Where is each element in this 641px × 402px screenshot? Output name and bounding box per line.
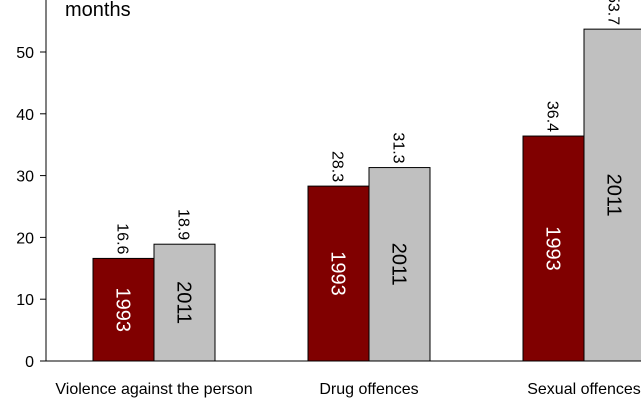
bar-2011-1 bbox=[368, 167, 431, 362]
bar-2011-2 bbox=[583, 28, 641, 362]
bars-group: 16.6 1993 18.9 2011 28.3 1993 31.3 2011 36.4 1993… bbox=[92, 0, 641, 362]
y-tick-label: 40 bbox=[16, 107, 34, 124]
value-label: 28.3 bbox=[329, 151, 346, 182]
bar-series-label: 1993 bbox=[542, 226, 564, 270]
value-label: 36.4 bbox=[544, 101, 561, 132]
y-tick-label: 10 bbox=[16, 292, 34, 309]
value-label: 18.9 bbox=[175, 209, 192, 240]
value-label: 16.6 bbox=[114, 223, 131, 254]
bar-2011-0 bbox=[153, 243, 216, 362]
bar-1993-0 bbox=[92, 257, 155, 362]
bar-series-label: 1993 bbox=[327, 251, 349, 296]
chart-title: months bbox=[65, 0, 131, 21]
x-category-label: Drug offences bbox=[319, 381, 418, 398]
y-tick-label: 0 bbox=[25, 354, 34, 371]
x-axis-labels: Violence against the person Drug offences… bbox=[55, 381, 640, 398]
bar-series-label: 2011 bbox=[173, 281, 195, 324]
x-category-label: Violence against the person bbox=[55, 381, 252, 398]
bar-series-label: 1993 bbox=[112, 287, 134, 332]
value-label: 53.7 bbox=[605, 0, 622, 25]
y-tick-label: 30 bbox=[16, 169, 34, 186]
bar-series-label: 2011 bbox=[603, 174, 625, 217]
bar-1993-1 bbox=[307, 185, 370, 362]
x-category-label: Sexual offences bbox=[527, 381, 641, 398]
y-axis-ticks: 0 10 20 30 40 50 bbox=[16, 45, 46, 371]
y-tick-label: 20 bbox=[16, 230, 34, 247]
bar-series-label: 2011 bbox=[388, 243, 410, 286]
value-label: 31.3 bbox=[390, 132, 407, 163]
y-tick-label: 50 bbox=[16, 45, 34, 62]
